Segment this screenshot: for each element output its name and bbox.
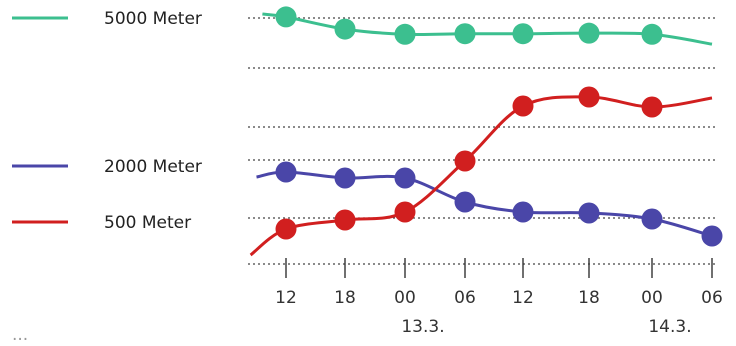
- data-point-1-4: [512, 201, 534, 223]
- x-tick-label-2: 00: [394, 288, 416, 308]
- x-tick-label-6: 00: [641, 288, 663, 308]
- data-point-1-1: [334, 167, 356, 189]
- data-point-1-3: [454, 191, 476, 213]
- date-label-1: 14.3.: [648, 317, 691, 337]
- legend-label-0: 5000 Meter: [104, 9, 202, 29]
- data-point-2-6: [641, 96, 663, 118]
- data-point-0-2: [394, 23, 416, 45]
- data-point-1-0: [275, 161, 297, 183]
- footer-label: ...: [12, 325, 28, 342]
- x-tick-label-5: 18: [578, 288, 600, 308]
- x-tick-label-3: 06: [454, 288, 476, 308]
- data-point-0-1: [334, 18, 356, 40]
- data-point-0-6: [641, 23, 663, 45]
- data-point-2-0: [275, 218, 297, 240]
- data-point-0-5: [578, 22, 600, 44]
- data-point-2-2: [394, 201, 416, 223]
- data-point-1-7: [701, 225, 723, 247]
- date-label-0: 13.3.: [401, 317, 444, 337]
- series-line-1: [256, 170, 718, 239]
- data-point-0-3: [454, 23, 476, 45]
- data-point-2-3: [454, 150, 476, 172]
- data-point-1-6: [641, 208, 663, 230]
- x-tick-label-1: 18: [334, 288, 356, 308]
- data-point-2-5: [578, 86, 600, 108]
- x-tick-label-0: 12: [275, 288, 297, 308]
- x-tick-label-4: 12: [512, 288, 534, 308]
- legend-label-2: 500 Meter: [104, 213, 191, 233]
- data-point-2-1: [334, 209, 356, 231]
- data-point-1-5: [578, 202, 600, 224]
- x-tick-label-7: 06: [701, 288, 723, 308]
- data-point-1-2: [394, 167, 416, 189]
- legend-label-1: 2000 Meter: [104, 157, 202, 177]
- data-point-2-4: [512, 95, 534, 117]
- data-point-0-4: [512, 23, 534, 45]
- data-point-0-0: [275, 6, 297, 28]
